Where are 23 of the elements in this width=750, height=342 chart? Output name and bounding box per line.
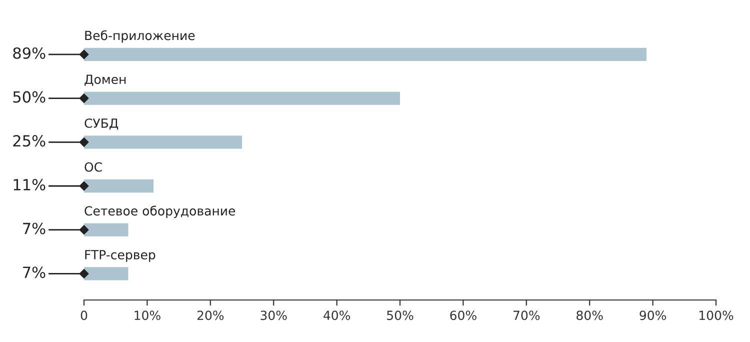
- data-label: 50%: [13, 91, 46, 103]
- x-tick-label: 90%: [640, 310, 666, 320]
- x-tick-label: 10%: [134, 310, 160, 320]
- data-label: 25%: [13, 135, 46, 147]
- y-tick-label: Домен: [84, 74, 126, 86]
- x-tick-label: 60%: [450, 310, 476, 320]
- y-tick-label: ОС: [84, 162, 102, 172]
- data-label: 11%: [14, 178, 46, 190]
- x-tick-label: 30%: [260, 310, 287, 320]
- x-tick-label: 80%: [576, 310, 603, 320]
- y-tick-label: FTP-сервер: [85, 250, 156, 262]
- x-tick-label: 70%: [514, 310, 540, 320]
- data-label: 7%: [23, 222, 46, 234]
- data-label: 7%: [23, 266, 46, 278]
- x-tick-label: 20%: [197, 310, 224, 320]
- x-tick-label: 40%: [324, 310, 350, 320]
- y-tick-label: Веб-приложение: [85, 30, 195, 43]
- x-tick-label: 100%: [700, 310, 734, 320]
- x-tick-label: 0: [80, 310, 88, 320]
- data-label: 89%: [13, 47, 46, 59]
- y-tick-label: СУБД: [84, 118, 118, 130]
- y-tick-label: Сетевое оборудование: [84, 206, 236, 218]
- x-tick-label: 50%: [387, 310, 414, 320]
